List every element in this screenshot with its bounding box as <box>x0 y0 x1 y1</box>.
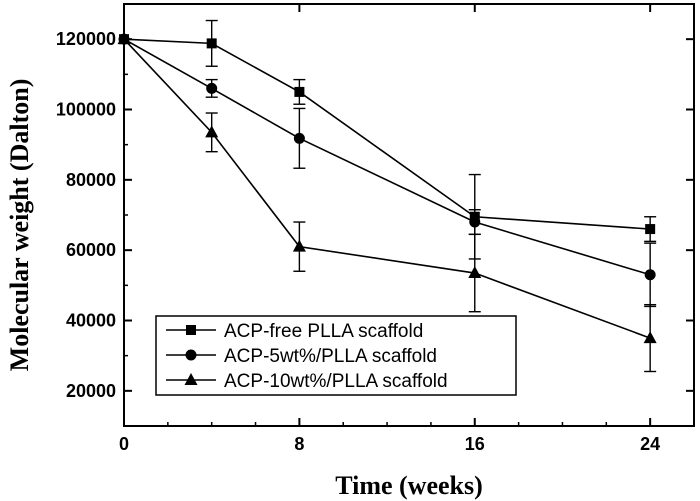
data-point <box>206 82 218 94</box>
y-tick-label: 80000 <box>66 170 116 190</box>
x-axis-title: Time (weeks) <box>335 471 483 500</box>
x-tick-label: 24 <box>640 434 660 454</box>
data-point <box>292 239 306 252</box>
legend-label: ACP-10wt%/PLLA scaffold <box>224 371 448 392</box>
data-point <box>293 132 305 144</box>
legend-marker <box>185 349 197 361</box>
legend-marker <box>184 373 198 385</box>
y-tick-label: 100000 <box>56 100 116 120</box>
data-point <box>117 32 131 45</box>
data-series <box>117 19 657 373</box>
legend: ACP-free PLLA scaffold ACP-5wt%/PLLA scaf… <box>155 315 517 396</box>
legend-marker <box>186 325 196 335</box>
series-1 <box>119 19 657 260</box>
series-line <box>123 38 651 230</box>
y-tick-label: 120000 <box>56 29 116 49</box>
legend-label: ACP-5wt%/PLLA scaffold <box>224 346 437 367</box>
data-point <box>643 331 657 344</box>
data-point <box>645 224 656 235</box>
data-point <box>644 269 656 281</box>
y-tick-label: 20000 <box>66 381 116 401</box>
y-axis-title: Molecular weight (Dalton) <box>5 79 34 372</box>
data-point <box>205 125 219 138</box>
y-tick-label: 40000 <box>66 311 116 331</box>
y-tick-label: 60000 <box>66 240 116 260</box>
axis-ticks: 0 8 16 24 20000 40000 60000 80000 100000 120000 <box>56 3 694 454</box>
series-line <box>123 38 651 276</box>
legend-label: ACP-free PLLA scaffold <box>224 321 423 342</box>
x-tick-label: 8 <box>294 434 304 454</box>
data-point <box>468 266 482 279</box>
data-point <box>206 38 217 49</box>
x-tick-label: 16 <box>465 434 485 454</box>
x-tick-label: 0 <box>119 434 129 454</box>
series-2 <box>118 33 657 308</box>
data-point <box>294 86 305 97</box>
data-point <box>469 216 481 228</box>
series-3 <box>117 32 657 373</box>
